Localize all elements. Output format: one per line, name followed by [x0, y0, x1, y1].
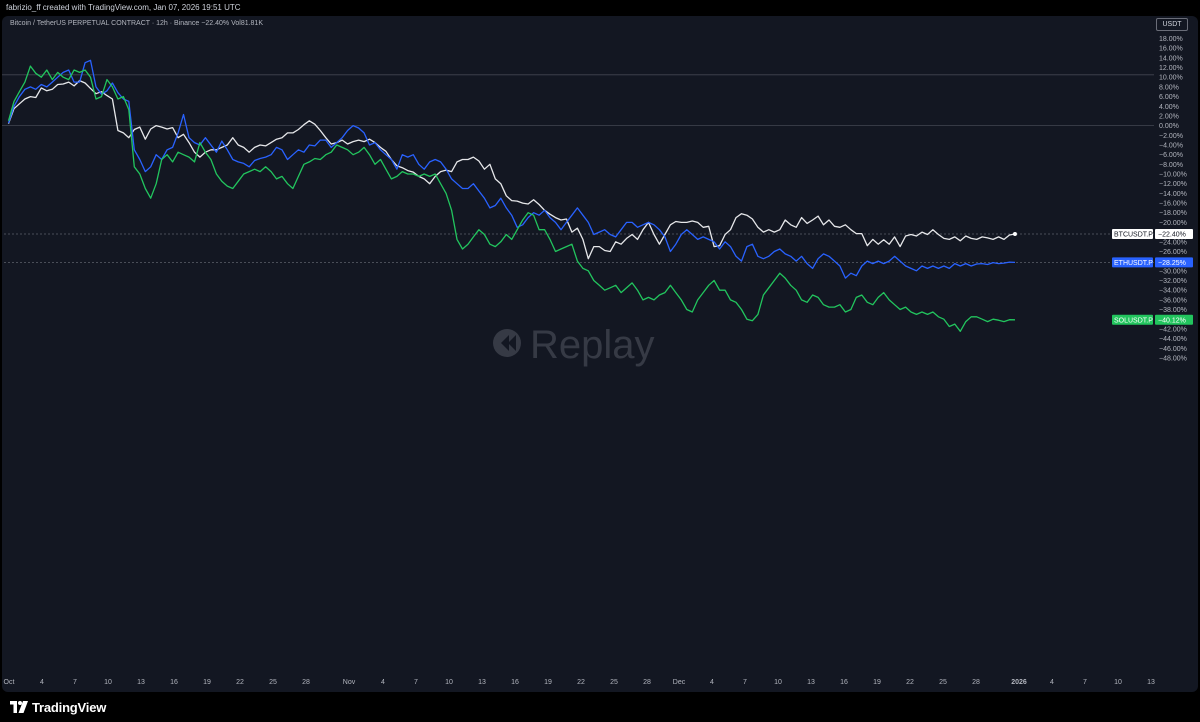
x-tick-label: 4	[1050, 679, 1054, 686]
y-tick-label: −32.00%	[1159, 278, 1187, 285]
y-tick-label: −30.00%	[1159, 268, 1187, 275]
x-tick-label: 13	[478, 679, 486, 686]
y-tick-label: −10.00%	[1159, 172, 1187, 179]
y-tick-label: −44.00%	[1159, 336, 1187, 343]
tradingview-brand[interactable]: TradingView	[10, 698, 106, 716]
x-tick-label: 16	[840, 679, 848, 686]
x-tick-label: 10	[1114, 679, 1122, 686]
x-tick-label: 19	[203, 679, 211, 686]
series-value-label: −22.40%	[1158, 232, 1186, 239]
volume-value: 81.81K	[240, 20, 263, 27]
x-tick-label: 22	[577, 679, 585, 686]
y-tick-label: −12.00%	[1159, 181, 1187, 188]
y-tick-label: −24.00%	[1159, 239, 1187, 246]
y-tick-label: −20.00%	[1159, 220, 1187, 227]
x-tick-label: 7	[73, 679, 77, 686]
y-tick-label: −34.00%	[1159, 288, 1187, 295]
x-tick-label: 7	[414, 679, 418, 686]
x-tick-label: 7	[1083, 679, 1087, 686]
y-tick-label: 8.00%	[1159, 84, 1179, 91]
y-tick-label: 0.00%	[1159, 123, 1179, 130]
x-tick-label: 10	[445, 679, 453, 686]
volume-label: Vol	[231, 20, 241, 27]
symbol-legend[interactable]: Bitcoin / TetherUS PERPETUAL CONTRACT · …	[10, 20, 263, 27]
x-tick-label: 28	[643, 679, 651, 686]
y-tick-label: −14.00%	[1159, 191, 1187, 198]
x-tick-label: 28	[302, 679, 310, 686]
x-tick-label: 13	[1147, 679, 1155, 686]
symbol-name: Bitcoin / TetherUS PERPETUAL CONTRACT · …	[10, 20, 200, 27]
y-tick-label: 14.00%	[1159, 55, 1183, 62]
x-tick-label: 10	[104, 679, 112, 686]
y-tick-label: −6.00%	[1159, 152, 1183, 159]
x-tick-label: Nov	[343, 679, 356, 686]
series-value-tag[interactable]	[1155, 314, 1193, 325]
series-name-label: BTCUSDT.P	[1114, 232, 1153, 239]
y-tick-label: −26.00%	[1159, 249, 1187, 256]
y-tick-label: 6.00%	[1159, 94, 1179, 101]
x-tick-label: 25	[269, 679, 277, 686]
x-tick-label: 28	[972, 679, 980, 686]
y-tick-label: −4.00%	[1159, 142, 1183, 149]
x-tick-label: 4	[710, 679, 714, 686]
x-tick-label: 19	[873, 679, 881, 686]
x-tick-label: Dec	[673, 679, 686, 686]
chart-area[interactable]: Replay 18.00% 16.00% 14.00% 12.00% 10.00% 8.00…	[2, 16, 1198, 692]
y-tick-label: −38.00%	[1159, 307, 1187, 314]
x-tick-label: 4	[381, 679, 385, 686]
x-tick-label: 4	[40, 679, 44, 686]
y-tick-label: 12.00%	[1159, 65, 1183, 72]
y-tick-label: −16.00%	[1159, 201, 1187, 208]
replay-rewind-icon	[493, 329, 521, 357]
x-tick-label: 16	[511, 679, 519, 686]
y-tick-label: −42.00%	[1159, 326, 1187, 333]
y-tick-label: −46.00%	[1159, 346, 1187, 353]
series-value-label: −40.12%	[1158, 317, 1186, 324]
top-credit-bar: fabrizio_ff created with TradingView.com…	[0, 0, 1200, 16]
x-tick-label: 16	[170, 679, 178, 686]
x-tick-label: 10	[774, 679, 782, 686]
x-tick-label: 25	[610, 679, 618, 686]
x-tick-label: 19	[544, 679, 552, 686]
y-tick-label: −2.00%	[1159, 133, 1183, 140]
last-point-marker	[1012, 232, 1017, 237]
x-tick-label: 25	[939, 679, 947, 686]
series-value-tag[interactable]	[1155, 257, 1193, 268]
series-line-btcusdt-p[interactable]	[7, 79, 1016, 260]
x-tick-label: 13	[807, 679, 815, 686]
symbol-change: −22.40%	[201, 20, 230, 27]
series-line-ethusdt-p[interactable]	[7, 59, 1016, 279]
series-line-solusdt-p[interactable]	[7, 65, 1016, 332]
y-tick-label: 2.00%	[1159, 113, 1179, 120]
y-tick-label: −48.00%	[1159, 355, 1187, 362]
series-name-label: ETHUSDT.P	[1114, 260, 1153, 267]
series-value-tag[interactable]	[1155, 229, 1193, 240]
x-tick-label: 22	[906, 679, 914, 686]
brand-name: TradingView	[32, 699, 107, 715]
x-tick-label: Oct	[4, 679, 15, 686]
watermark-text: Replay	[530, 323, 655, 367]
y-tick-label: −36.00%	[1159, 297, 1187, 304]
x-tick-label: 2026	[1011, 679, 1027, 686]
y-tick-label: −8.00%	[1159, 162, 1183, 169]
y-tick-label: 18.00%	[1159, 36, 1183, 43]
bottom-brand-bar: TradingView	[0, 692, 1200, 722]
currency-badge[interactable]: USDT	[1156, 18, 1188, 31]
series-name-tag[interactable]	[1112, 229, 1153, 240]
x-tick-label: 7	[743, 679, 747, 686]
series-name-label: SOLUSDT.P	[1114, 317, 1153, 324]
tradingview-logo-icon	[10, 701, 28, 713]
x-tick-label: 22	[236, 679, 244, 686]
y-tick-label: 16.00%	[1159, 46, 1183, 53]
y-tick-label: 10.00%	[1159, 75, 1183, 82]
series-name-tag[interactable]	[1112, 257, 1153, 268]
y-tick-label: 4.00%	[1159, 104, 1179, 111]
y-tick-label: −18.00%	[1159, 210, 1187, 217]
x-tick-label: 13	[137, 679, 145, 686]
chart-canvas[interactable]: Replay 18.00% 16.00% 14.00% 12.00% 10.00% 8.00…	[2, 16, 1198, 692]
series-value-label: −28.25%	[1158, 260, 1186, 267]
series-name-tag[interactable]	[1112, 314, 1153, 325]
credit-text: fabrizio_ff created with TradingView.com…	[6, 3, 241, 12]
